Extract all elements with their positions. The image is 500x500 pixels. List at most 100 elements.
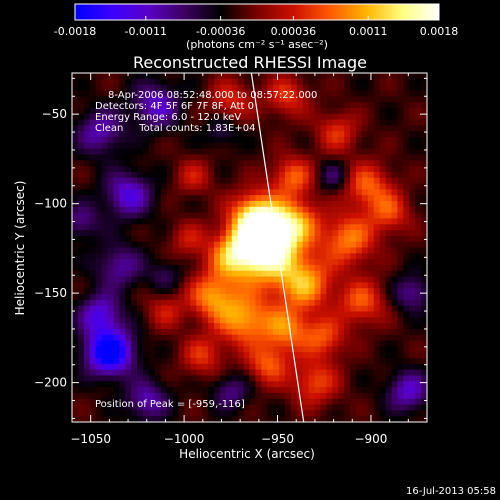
heatmap-cell <box>190 125 197 132</box>
heatmap-cell <box>219 392 227 400</box>
heatmap-cell <box>137 177 144 185</box>
heatmap-cell <box>231 189 239 196</box>
heatmap-cell <box>113 416 120 422</box>
heatmap-cell <box>77 90 85 97</box>
heatmap-cell <box>125 253 132 260</box>
heatmap-cell <box>125 218 132 225</box>
heatmap-cell <box>285 416 292 422</box>
heatmap-cell <box>338 387 345 394</box>
heatmap-cell <box>160 142 168 150</box>
heatmap-cell <box>95 323 103 330</box>
heatmap-cell <box>202 363 209 371</box>
heatmap-cell <box>237 294 245 301</box>
heatmap-cell <box>255 253 262 260</box>
heatmap-cell <box>89 113 97 121</box>
heatmap-cell <box>72 212 79 220</box>
heatmap-cell <box>391 299 399 307</box>
heatmap-cell <box>143 131 150 138</box>
heatmap-cell <box>225 288 233 295</box>
heatmap-cell <box>119 276 126 283</box>
heatmap-cell <box>166 340 174 347</box>
heatmap-cell <box>231 73 239 80</box>
heatmap-cell <box>72 241 79 249</box>
heatmap-cell <box>154 230 162 237</box>
heatmap-cell <box>196 404 203 411</box>
heatmap-cell <box>332 276 339 283</box>
heatmap-cell <box>196 183 203 190</box>
heatmap-cell <box>403 200 410 208</box>
heatmap-cell <box>101 131 109 138</box>
heatmap-cell <box>113 183 120 190</box>
heatmap-cell <box>166 352 174 359</box>
heatmap-cell <box>367 317 375 324</box>
heatmap-cell <box>125 305 132 313</box>
heatmap-cell <box>249 317 257 324</box>
heatmap-cell <box>160 224 168 231</box>
heatmap-cell <box>320 247 328 254</box>
heatmap-cell <box>344 102 351 109</box>
heatmap-cell <box>219 294 227 301</box>
heatmap-cell <box>308 253 316 260</box>
heatmap-cell <box>290 230 298 237</box>
heatmap-cell <box>231 387 239 394</box>
heatmap-cell <box>314 352 322 359</box>
heatmap-cell <box>415 247 422 254</box>
heatmap-cell <box>249 166 257 173</box>
heatmap-cell <box>290 340 298 347</box>
heatmap-cell <box>326 410 333 417</box>
heatmap-cell <box>285 398 292 406</box>
heatmap-cell <box>409 381 416 388</box>
heatmap-cell <box>285 404 292 411</box>
heatmap-cell <box>356 392 363 400</box>
heatmap-cell <box>214 218 221 225</box>
heatmap-cell <box>403 259 410 266</box>
heatmap-cell <box>403 166 410 173</box>
heatmap-cell <box>202 177 209 185</box>
heatmap-cell <box>290 78 298 86</box>
heatmap-cell <box>237 230 245 237</box>
heatmap-cell <box>415 195 422 202</box>
heatmap-cell <box>231 96 239 103</box>
heatmap-cell <box>148 328 156 336</box>
heatmap-cell <box>302 102 310 109</box>
heatmap-cell <box>137 398 144 406</box>
heatmap-cell <box>361 369 369 377</box>
heatmap-cell <box>350 136 357 144</box>
heatmap-cell <box>208 241 215 249</box>
heatmap-cell <box>178 200 186 208</box>
heatmap-cell <box>83 276 91 283</box>
heatmap-cell <box>314 270 322 278</box>
heatmap-cell <box>273 90 280 97</box>
heatmap-cell <box>243 195 251 202</box>
heatmap-cell <box>208 200 215 208</box>
heatmap-cell <box>77 241 85 249</box>
heatmap-cell <box>119 299 126 307</box>
heatmap-cell <box>409 270 416 278</box>
heatmap-cell <box>202 305 209 313</box>
heatmap-cell <box>308 323 316 330</box>
heatmap-cell <box>214 247 221 254</box>
heatmap-cell <box>350 392 357 400</box>
heatmap-cell <box>237 416 245 422</box>
heatmap-cell <box>373 78 381 86</box>
heatmap-cell <box>415 299 422 307</box>
heatmap-cell <box>72 276 79 283</box>
heatmap-cell <box>148 358 156 365</box>
heatmap-cell <box>308 119 316 126</box>
heatmap-cell <box>415 340 422 347</box>
heatmap-cell <box>397 235 404 243</box>
heatmap-cell <box>119 171 126 179</box>
heatmap-cell <box>273 206 280 214</box>
heatmap-cell <box>326 334 333 342</box>
heatmap-cell <box>338 125 345 132</box>
heatmap-cell <box>202 160 209 167</box>
heatmap-cell <box>172 131 180 138</box>
heatmap-cell <box>137 119 144 126</box>
heatmap-cell <box>237 328 245 336</box>
heatmap-cell <box>83 404 91 411</box>
heatmap-cell <box>131 305 138 313</box>
heatmap-cell <box>243 224 251 231</box>
heatmap-cell <box>95 264 103 272</box>
heatmap-cell <box>385 282 393 289</box>
heatmap-cell <box>231 235 239 243</box>
